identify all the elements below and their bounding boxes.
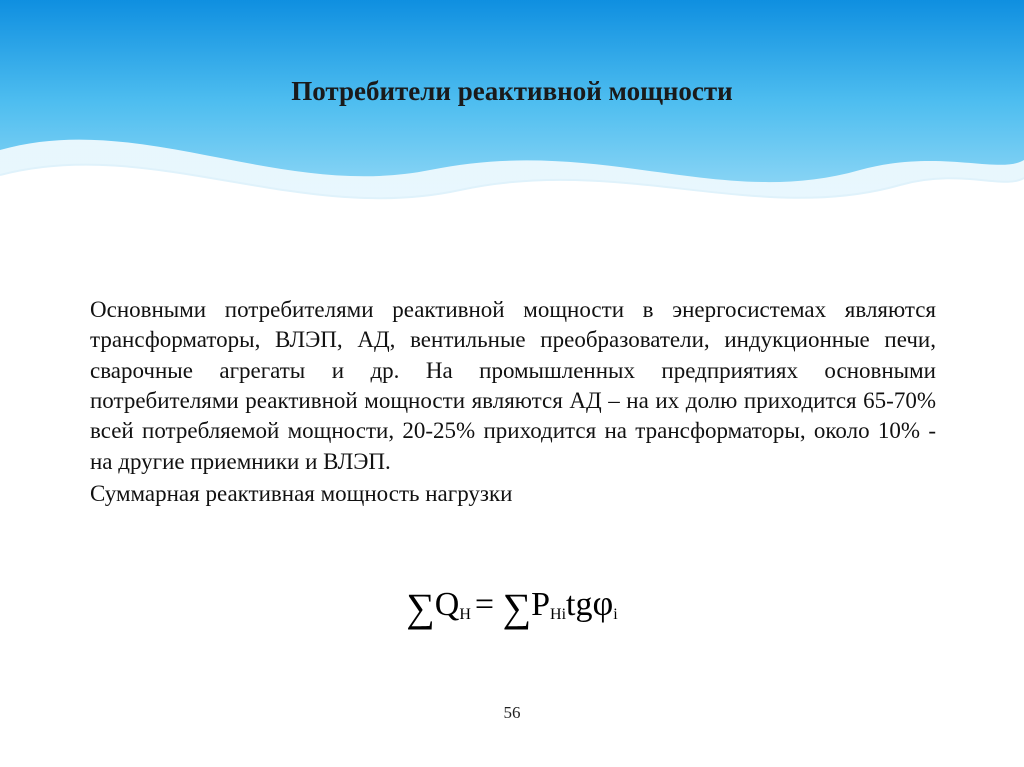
formula-func: tg	[566, 586, 592, 623]
formula-rhs-sub: Нi	[550, 606, 566, 623]
page-number: 56	[0, 703, 1024, 723]
formula-angle: φ	[592, 583, 613, 623]
formula-rhs-var: P	[531, 586, 550, 623]
formula-lhs-var: Q	[435, 586, 460, 623]
body-text: Основными потребителями реактивной мощно…	[90, 295, 936, 510]
slide-title: Потребители реактивной мощности	[0, 76, 1024, 107]
formula-angle-sub: i	[613, 606, 617, 623]
body-paragraph-1: Основными потребителями реактивной мощно…	[90, 295, 936, 477]
body-paragraph-2: Суммарная реактивная мощность нагрузки	[90, 479, 936, 509]
formula: ∑QН = ∑PНitgφi	[0, 582, 1024, 631]
sigma-icon: ∑	[406, 585, 435, 630]
sigma-icon: ∑	[503, 585, 532, 630]
slide: Потребители реактивной мощности Основным…	[0, 0, 1024, 767]
wave-graphic	[0, 0, 1024, 230]
header-background	[0, 0, 1024, 230]
formula-lhs-sub: Н	[459, 606, 471, 623]
equals-sign: =	[475, 586, 503, 623]
